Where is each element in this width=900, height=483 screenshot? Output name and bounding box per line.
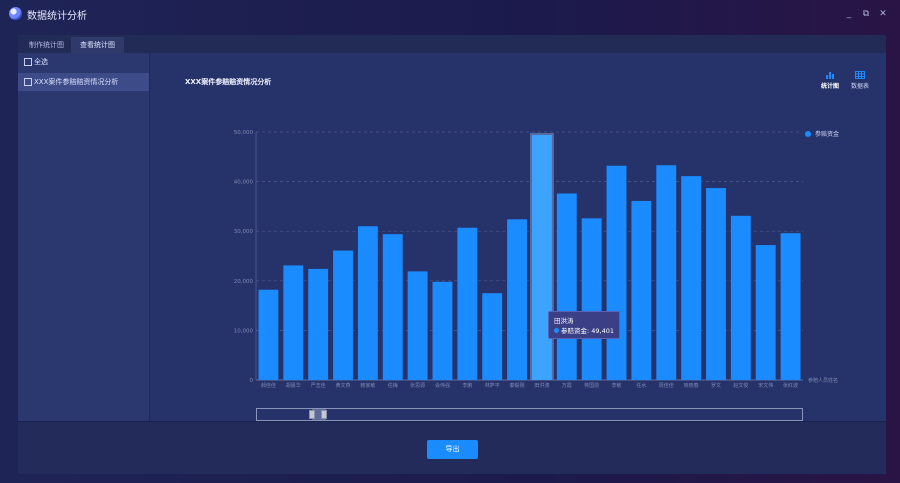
- sidebar: 全选 XXX案件参赔赔资情况分析: [18, 53, 150, 421]
- bar[interactable]: [531, 134, 552, 380]
- sidebar-item-label: XXX案件参赔赔资情况分析: [34, 78, 119, 86]
- export-button[interactable]: 导出: [427, 440, 478, 459]
- tab-bar: 制作统计图 查看统计图: [18, 35, 886, 53]
- tooltip-title: 田洪涛: [554, 317, 574, 325]
- table-view-label: 数据表: [850, 83, 869, 90]
- x-tick-label: 林萨平: [485, 382, 500, 389]
- app-logo-icon: [9, 7, 22, 20]
- bar[interactable]: [556, 193, 577, 380]
- x-tick-label: 严志佳: [311, 382, 326, 389]
- bar[interactable]: [407, 271, 428, 380]
- chart-tooltip: 田洪涛 参赔资金: 49,401: [548, 311, 621, 339]
- tooltip-series: 参赔资金: [561, 327, 587, 335]
- tab-view-chart[interactable]: 查看统计图: [71, 37, 124, 53]
- chart-view-label: 统计图: [820, 83, 839, 90]
- data-zoom-handle-right[interactable]: [321, 410, 327, 419]
- chart-area: XXX案件参赔赔资情况分析 统计图 数据表 参赔资金 0 10,000 20,000…: [150, 53, 886, 421]
- x-tick-label: 晓晓春: [684, 382, 699, 389]
- x-tick-label: 张红波: [783, 382, 798, 389]
- bar[interactable]: [507, 219, 528, 380]
- tooltip-row: 参赔资金: 49,401: [554, 325, 614, 335]
- y-tick-label: 30,000: [234, 229, 254, 235]
- close-button[interactable]: ✕: [879, 9, 887, 19]
- app-title: 数据统计分析: [27, 11, 87, 22]
- checkbox[interactable]: [24, 58, 32, 66]
- checkbox[interactable]: [24, 78, 32, 86]
- bar[interactable]: [780, 233, 801, 380]
- y-tick-label: 0: [250, 378, 254, 384]
- x-tick-label: 周佳佳: [659, 382, 674, 389]
- bar[interactable]: [656, 165, 677, 380]
- table-view-button[interactable]: 数据表: [846, 71, 874, 90]
- y-tick-label: 20,000: [234, 279, 254, 285]
- bar[interactable]: [730, 215, 751, 380]
- x-tick-label: 任梅: [388, 382, 398, 389]
- bar[interactable]: [482, 293, 503, 380]
- bar-chart-icon: [826, 72, 834, 79]
- sidebar-item-label: 全选: [34, 58, 48, 66]
- footer-bar: 导出: [18, 421, 886, 474]
- bar[interactable]: [631, 200, 652, 380]
- x-tick-label: 万霞: [562, 383, 572, 389]
- bar[interactable]: [382, 234, 403, 380]
- data-zoom-slider[interactable]: [256, 408, 803, 421]
- sidebar-item-analysis[interactable]: XXX案件参赔赔资情况分析: [18, 73, 149, 91]
- title-bar: 数据统计分析 _ ⧉ ✕: [0, 0, 900, 30]
- bar[interactable]: [706, 188, 726, 380]
- x-tick-label: 胡晨华: [286, 382, 301, 389]
- chart-view-button[interactable]: 统计图: [816, 71, 844, 90]
- minimize-button[interactable]: _: [846, 9, 852, 19]
- x-tick-label: 秦毅刚: [510, 382, 525, 389]
- x-tick-label: 郝佳佳: [261, 382, 276, 389]
- x-axis-label: 参赔人员姓名: [808, 377, 838, 384]
- x-tick-label: 田洪涛: [534, 382, 549, 389]
- bar[interactable]: [681, 176, 702, 380]
- x-tick-label: 李敏: [612, 382, 622, 389]
- data-zoom-handle-left[interactable]: [309, 410, 315, 419]
- bar[interactable]: [357, 226, 378, 380]
- tooltip-value: 49,401: [591, 327, 615, 335]
- y-tick-label: 50,000: [234, 130, 254, 136]
- x-tick-label: 宋文伟: [758, 382, 773, 389]
- x-tick-label: 任水: [636, 382, 646, 389]
- chart-legend[interactable]: 参赔资金: [805, 129, 839, 138]
- main-panel: 制作统计图 查看统计图 全选 XXX案件参赔赔资情况分析 XXX案件参赔赔资情况…: [18, 35, 886, 474]
- bar-chart: 0 10,000 20,000 30,000 40,000 50,000 郝佳佳 胡晨华 严志佳…: [234, 130, 838, 389]
- bar[interactable]: [258, 289, 279, 380]
- table-icon: [855, 71, 865, 79]
- x-tick-label: 蒋国勋: [584, 382, 599, 389]
- x-tick-label: 黄文燕: [336, 382, 351, 389]
- x-tick-label: 会伟强: [435, 382, 450, 389]
- bar[interactable]: [581, 218, 602, 380]
- bar[interactable]: [283, 265, 304, 380]
- sidebar-item-select-all[interactable]: 全选: [18, 53, 149, 71]
- y-tick-label: 10,000: [234, 328, 254, 334]
- bar[interactable]: [755, 245, 776, 380]
- bar[interactable]: [308, 268, 329, 380]
- legend-marker: [805, 131, 811, 137]
- x-tick-label: 韩家敏: [360, 382, 375, 389]
- data-zoom-window[interactable]: [312, 409, 326, 420]
- chart-title: XXX案件参赔赔资情况分析: [185, 78, 272, 86]
- bar[interactable]: [432, 281, 453, 380]
- x-tick-label: 李鹏: [462, 382, 472, 389]
- y-tick-label: 40,000: [234, 180, 254, 186]
- x-tick-label: 赵文俊: [733, 382, 748, 389]
- bar[interactable]: [457, 227, 478, 380]
- bar[interactable]: [606, 165, 627, 380]
- x-tick-label: 罗文: [711, 382, 721, 389]
- tab-make-chart[interactable]: 制作统计图: [29, 41, 64, 49]
- tooltip-marker: [554, 328, 559, 333]
- legend-label: 参赔资金: [815, 131, 840, 138]
- bar[interactable]: [333, 250, 353, 380]
- restore-button[interactable]: ⧉: [862, 9, 870, 19]
- x-tick-label: 张思源: [410, 382, 425, 389]
